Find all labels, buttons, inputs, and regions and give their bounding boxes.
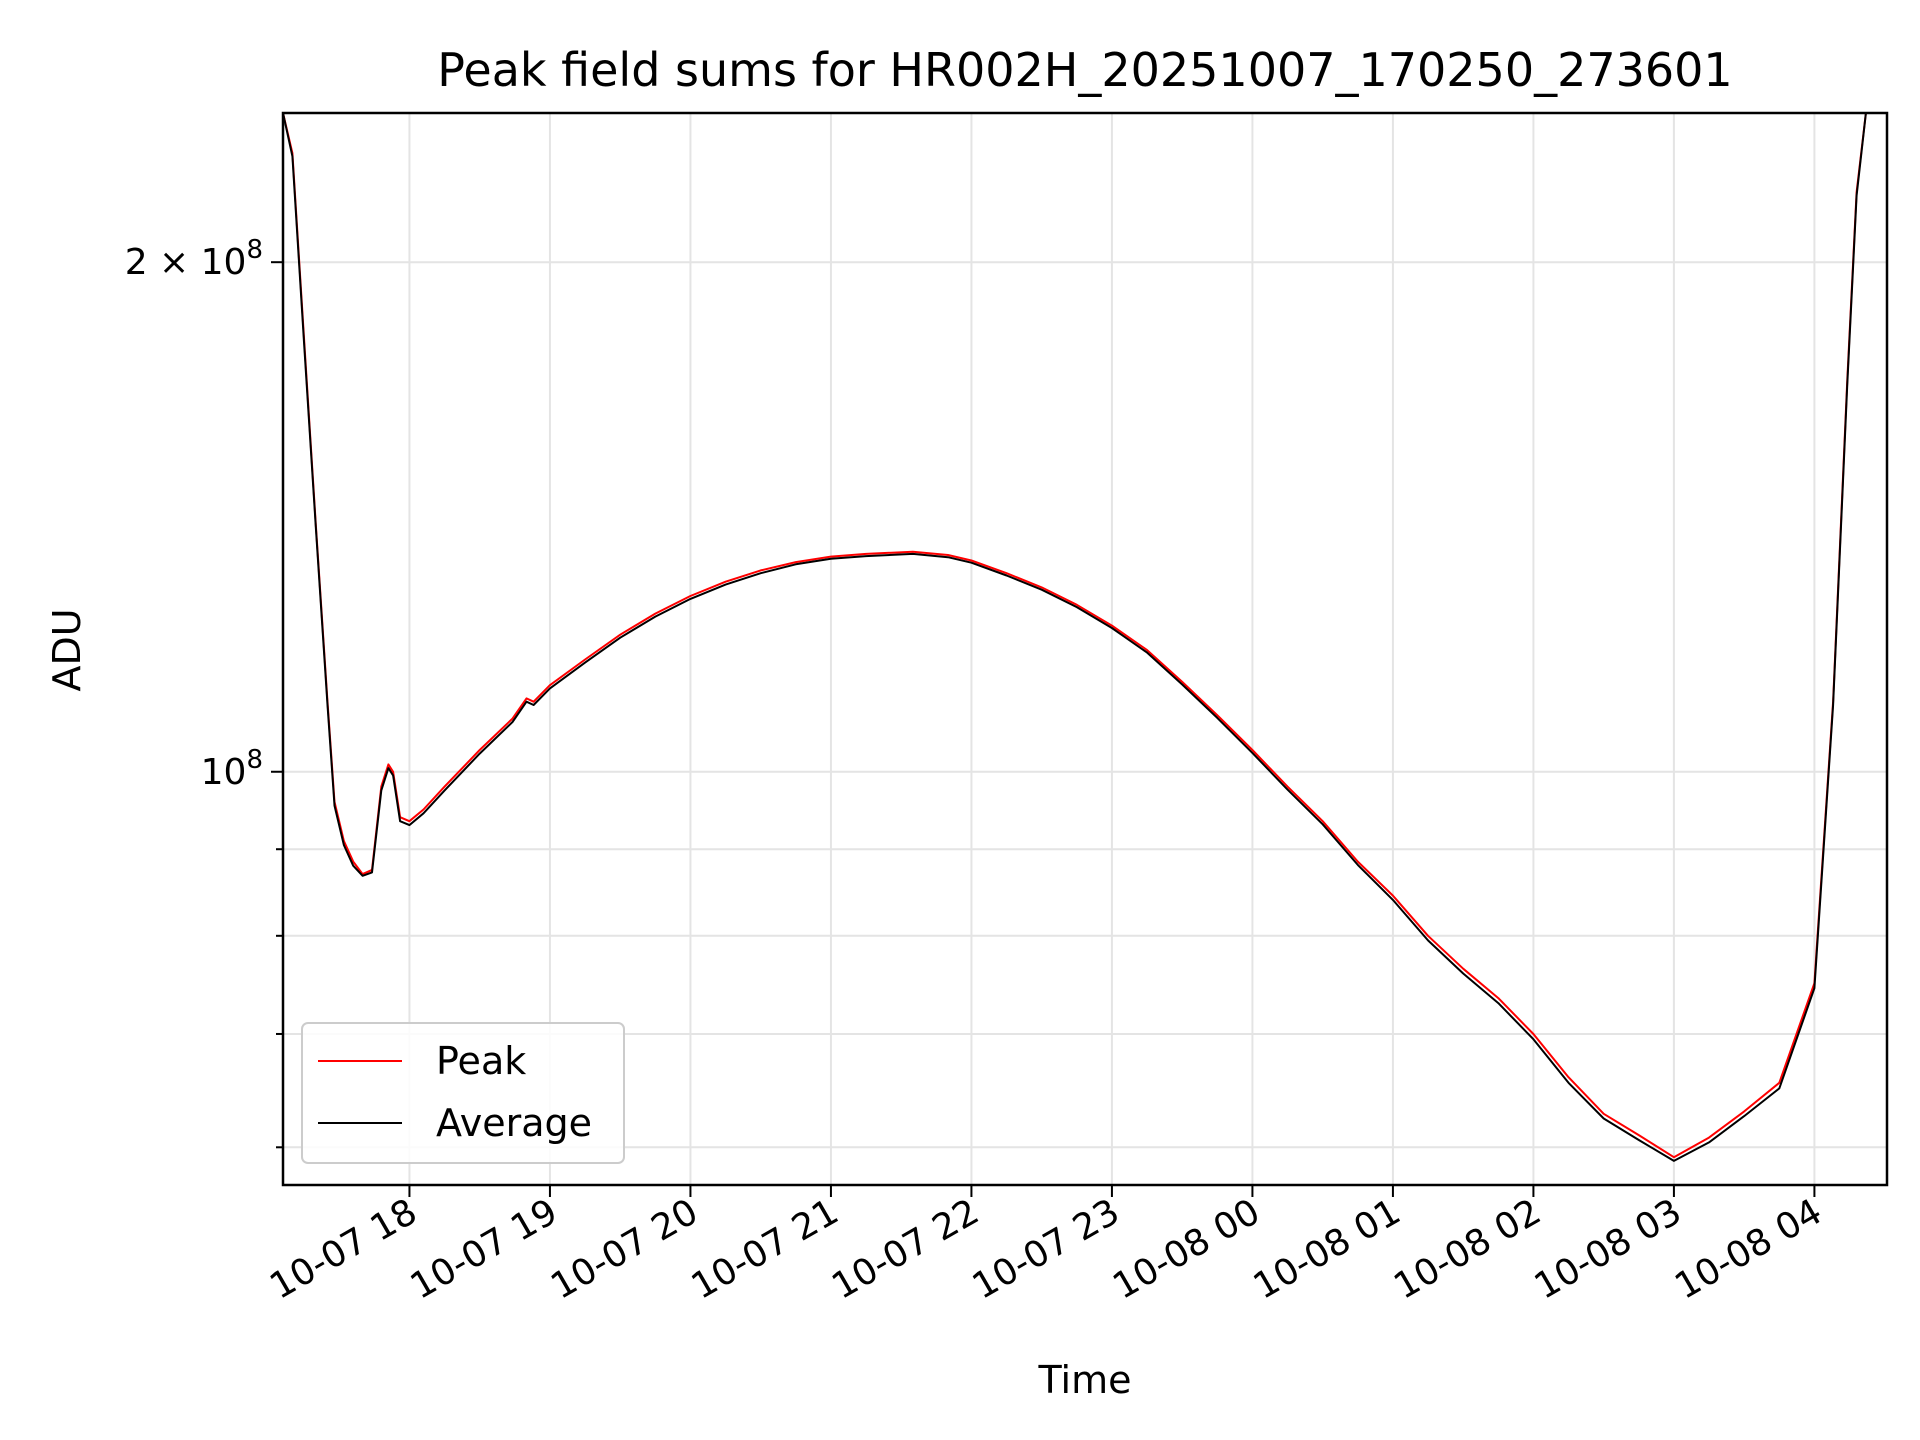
plot-frame xyxy=(281,111,1889,1187)
legend-label-average: Average xyxy=(436,1101,592,1145)
y-tick-label: 2 × 108 xyxy=(125,235,263,283)
grid-layer xyxy=(283,113,1887,1185)
legend-box xyxy=(301,1022,625,1164)
series-line-peak xyxy=(282,112,1887,1159)
legend-label-peak: Peak xyxy=(436,1039,526,1083)
series-layer xyxy=(282,112,1887,1162)
y-axis-label: ADU xyxy=(45,608,89,691)
legend: Peak Average xyxy=(301,1022,625,1164)
x-axis-label: Time xyxy=(1038,1358,1132,1402)
series-line-average xyxy=(282,112,1887,1162)
chart-title: Peak field sums for HR002H_20251007_1702… xyxy=(437,43,1732,97)
